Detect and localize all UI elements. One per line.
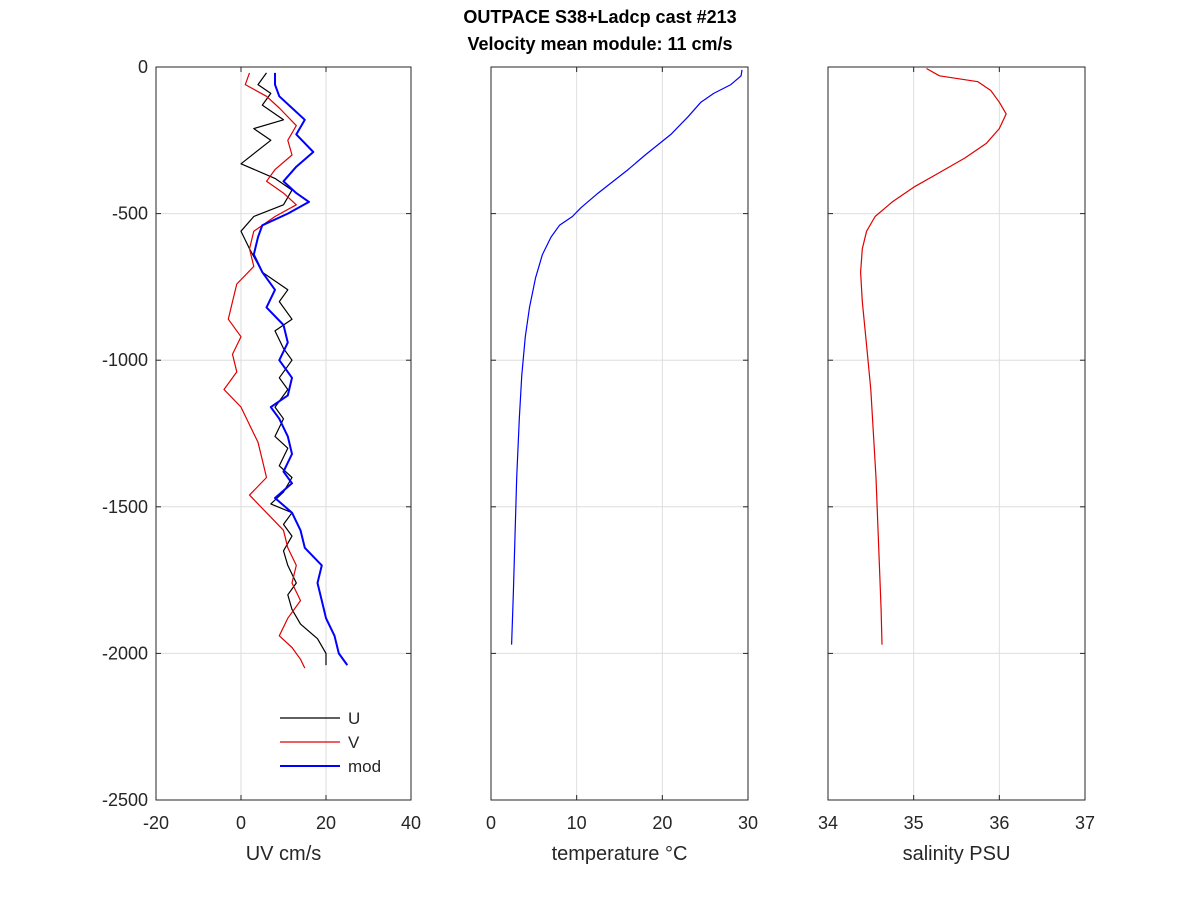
x-axis-label: temperature °C [552, 843, 688, 865]
x-tick-label: 0 [486, 813, 496, 833]
axes-box [827, 66, 1086, 801]
y-tick-label: 0 [138, 57, 148, 77]
x-tick-label: 35 [904, 813, 924, 833]
x-axis-label: UV cm/s [246, 843, 322, 865]
x-tick-label: 30 [738, 813, 758, 833]
x-tick-label: 10 [567, 813, 587, 833]
plot-area [828, 67, 1085, 800]
y-tick-label: -2000 [102, 643, 148, 663]
y-tick-label: -1000 [102, 350, 148, 370]
y-tick-label: -2500 [102, 790, 148, 810]
x-tick-label: 20 [652, 813, 672, 833]
legend-label-mod: mod [348, 757, 381, 776]
y-tick-label: -500 [112, 204, 148, 224]
y-tick-label: -1500 [102, 497, 148, 517]
x-axis-label: salinity PSU [903, 843, 1011, 865]
x-tick-label: 20 [316, 813, 336, 833]
x-tick-label: 0 [236, 813, 246, 833]
panel-temperature: 0 10 20 30 temperature °C [486, 66, 758, 865]
series-u-line [240, 72, 327, 666]
panel-salinity: 34 35 36 37 salinity PSU [818, 66, 1095, 865]
x-tick-label: -20 [143, 813, 169, 833]
x-tick-label: 37 [1075, 813, 1095, 833]
chart-title-line-1: OUTPACE S38+Ladcp cast #213 [463, 7, 737, 27]
axes-box [490, 66, 749, 801]
x-tick-label: 36 [989, 813, 1009, 833]
plot-area [491, 67, 748, 800]
series-mod-line [252, 72, 349, 666]
legend-label-u: U [348, 709, 360, 728]
series-line-temperature [511, 69, 743, 645]
x-tick-label: 34 [818, 813, 838, 833]
series-v-line [223, 72, 306, 669]
axes-box [155, 66, 412, 801]
x-tick-label: 40 [401, 813, 421, 833]
plot-area [156, 67, 411, 800]
chart-title-line-2: Velocity mean module: 11 cm/s [467, 34, 733, 54]
series-line-salinity [859, 67, 1007, 645]
legend-label-v: V [348, 733, 360, 752]
